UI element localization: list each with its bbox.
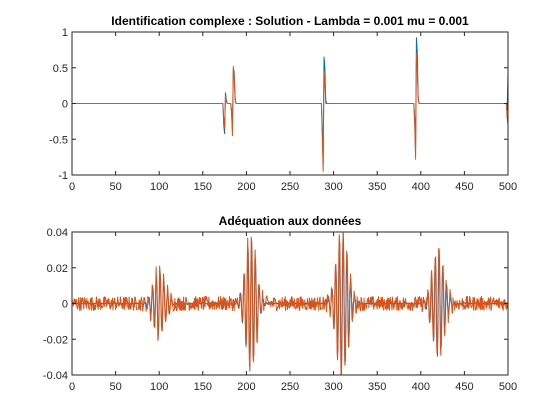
x-tick-label: 450 [455, 181, 473, 193]
y-tick-label: -0.5 [49, 134, 68, 146]
x-tick-label: 0 [69, 181, 75, 193]
x-tick-label: 450 [455, 381, 473, 393]
x-tick-label: 250 [281, 381, 299, 393]
x-tick-label: 100 [150, 381, 168, 393]
x-tick-label: 300 [324, 381, 342, 393]
x-tick-label: 400 [412, 181, 430, 193]
y-tick-label: -1 [58, 170, 68, 182]
x-tick-label: 150 [194, 381, 212, 393]
x-tick-label: 0 [69, 381, 75, 393]
top-chart-title: Identification complexe : Solution - Lam… [111, 14, 469, 28]
x-tick-label: 350 [368, 181, 386, 193]
x-tick-label: 150 [194, 181, 212, 193]
top-ticks: 0 50 100 150 200 250 300 350 400 450 500 1 0.5 0 -0.5 -… [49, 27, 517, 193]
x-tick-label: 300 [324, 181, 342, 193]
series-line-2 [71, 231, 509, 376]
x-tick-label: 50 [109, 381, 121, 393]
bottom-series-layer [71, 231, 509, 376]
y-tick-label: 0.04 [47, 227, 68, 239]
x-tick-label: 500 [499, 181, 517, 193]
x-tick-label: 50 [109, 181, 121, 193]
x-tick-label: 200 [237, 381, 255, 393]
top-series-layer [72, 37, 509, 172]
y-tick-label: 0.5 [53, 63, 68, 75]
x-tick-label: 200 [237, 181, 255, 193]
y-tick-label: 0 [62, 99, 68, 111]
x-tick-label: 400 [412, 381, 430, 393]
x-tick-label: 250 [281, 181, 299, 193]
y-tick-label: 0 [62, 299, 68, 311]
y-tick-label: -0.02 [43, 334, 68, 346]
x-tick-label: 350 [368, 381, 386, 393]
bottom-ticks: 0 50 100 150 200 250 300 350 400 450 5000.040.020-… [43, 227, 517, 393]
y-tick-label: 1 [62, 27, 68, 39]
bottom-axes: Adéquation aux données 0 50 100 150 200 250 30… [43, 214, 517, 393]
y-tick-label: 0.02 [47, 263, 68, 275]
x-tick-label: 100 [150, 181, 168, 193]
top-axes: Identification complexe : Solution - Lam… [49, 14, 517, 193]
y-tick-label: -0.04 [43, 370, 68, 382]
bottom-chart-title: Adéquation aux données [219, 214, 362, 228]
series-line-2 [72, 52, 509, 172]
x-tick-label: 500 [499, 381, 517, 393]
